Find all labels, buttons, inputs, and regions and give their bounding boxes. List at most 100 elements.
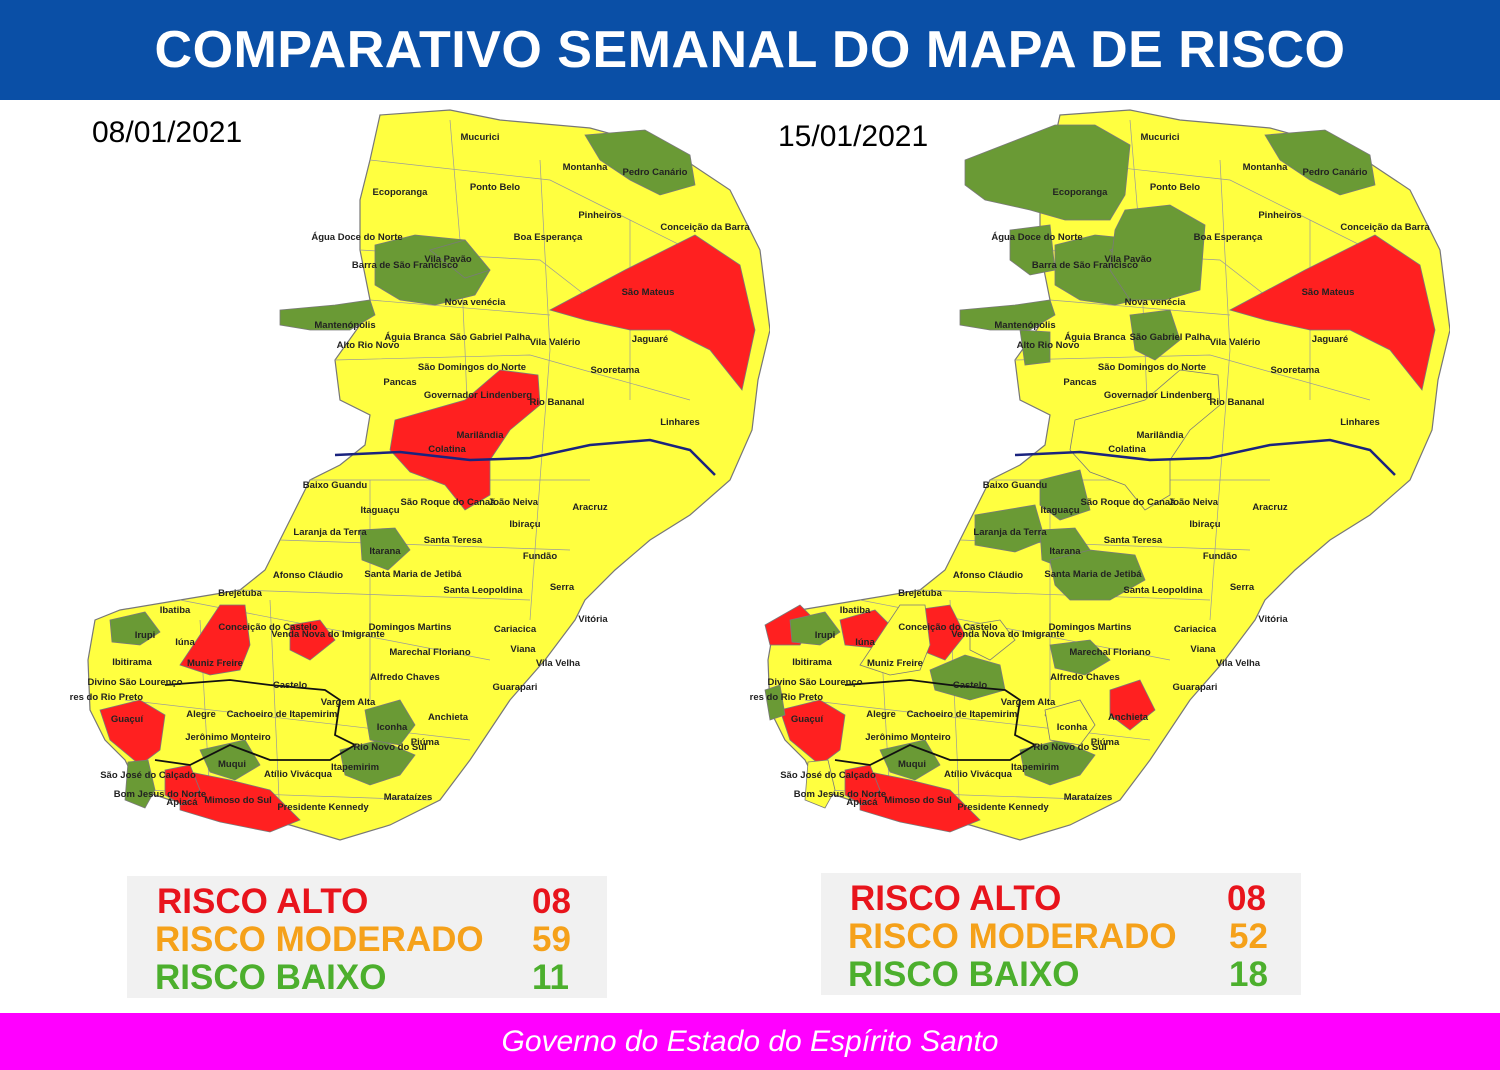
label-linhares-left: Linhares	[660, 417, 700, 428]
label-piuma-left: Piúma	[411, 737, 440, 748]
label-mimoso-right: Mimoso do Sul	[884, 795, 952, 806]
label-guacui-right: Guaçuí	[791, 714, 824, 725]
label-sao-mateus-right: São Mateus	[1302, 287, 1355, 298]
municipal-border-left-14	[269, 599, 281, 821]
title-banner: COMPARATIVO SEMANAL DO MAPA DE RISCO	[0, 0, 1500, 100]
municipal-border-left-5	[279, 539, 571, 551]
label-baixo-guandu-right: Baixo Guandu	[983, 480, 1048, 491]
label-sao-mateus-left: São Mateus	[622, 287, 675, 298]
label-agua-doce-left: Água Doce do Norte	[311, 232, 402, 243]
label-santa-maria-right: Santa Maria de Jetibá	[1044, 569, 1142, 580]
region-guacui-left	[99, 699, 166, 766]
label-montanha-right: Montanha	[1243, 162, 1289, 173]
label-presidente-kennedy-left: Presidente Kennedy	[277, 802, 369, 813]
label-conceicao-castelo-right: Conceição do Castelo	[898, 622, 997, 633]
region-laranja-terra-right	[974, 504, 1046, 553]
label-marilandia-right: Marilândia	[1137, 430, 1185, 441]
region-ecoporanga-right	[964, 124, 1131, 221]
region-muniz-freire-right	[859, 604, 931, 676]
label-vila-pavao-left: Vila Pavão	[424, 254, 472, 265]
label-laranja-terra-right: Laranja da Terra	[973, 527, 1047, 538]
label-mantenopolis-right: Mantenópolis	[994, 320, 1055, 331]
legend-left-moderado-label: RISCO MODERADO	[155, 920, 484, 959]
region-itaguacu-right	[1039, 469, 1091, 521]
label-cachoeiro-left: Cachoeiro de Itapemirim	[227, 709, 338, 720]
footer-text: Governo do Estado do Espírito Santo	[501, 1024, 999, 1058]
label-domingos-martins-right: Domingos Martins	[1049, 622, 1132, 633]
label-anchieta-right: Anchieta	[1108, 712, 1149, 723]
label-pedro-canario-right: Pedro Canário	[1303, 167, 1368, 178]
rio-doce-river-left	[334, 438, 716, 476]
region-itarana-left	[359, 527, 411, 571]
label-baixo-guandu-left: Baixo Guandu	[303, 480, 368, 491]
municipal-border-right-8	[804, 699, 1151, 741]
region-irupi-left	[109, 611, 161, 646]
label-sao-jose-calcado-right: São José do Calçado	[780, 770, 876, 781]
label-marataizes-right: Marataízes	[1064, 792, 1113, 803]
label-barra-sao-francisco-right: Barra de São Francisco	[1032, 260, 1138, 271]
risk-map-left: Mucurici Montanha Pedro Canário Ecoporanga P…	[70, 109, 770, 841]
label-alto-rio-novo-left: Alto Rio Novo	[337, 340, 400, 351]
label-bom-jesus-left: Bom Jesus do Norte	[114, 789, 206, 800]
label-guarapari-right: Guarapari	[1173, 682, 1218, 693]
region-nova-venecia-right	[1109, 204, 1206, 301]
label-guacui-left: Guaçuí	[111, 714, 144, 725]
label-itapemirim-right: Itapemirim	[1011, 762, 1059, 773]
label-irupi-left: Irupi	[135, 630, 156, 641]
region-alto-rio-novo-right	[1019, 329, 1051, 366]
region-agua-doce-right	[1009, 224, 1056, 276]
region-iconha-right	[1044, 699, 1096, 746]
label-iuna-right: Iúna	[855, 637, 875, 648]
label-dores-rio-preto-right: Dores do Rio Preto	[750, 692, 823, 703]
label-piuma-right: Piúma	[1091, 737, 1120, 748]
legend-right-baixo-label: RISCO BAIXO	[848, 955, 1080, 994]
label-ibatiba-right: Ibatiba	[840, 605, 871, 616]
label-iuna-left: Iúna	[175, 637, 195, 648]
label-divino-left: Divino São Lourenço	[87, 677, 182, 688]
label-colatina-right: Colatina	[1108, 444, 1146, 455]
label-ibitirama-left: Ibitirama	[112, 657, 152, 668]
label-alto-rio-novo-right: Alto Rio Novo	[1017, 340, 1080, 351]
label-rio-bananal-right: Rio Bananal	[1210, 397, 1265, 408]
label-muniz-freire-left: Muniz Freire	[187, 658, 243, 669]
region-sao-jose-calcado-right	[804, 759, 836, 809]
label-conceicao-castelo-left: Conceição do Castelo	[218, 622, 317, 633]
label-rio-bananal-left: Rio Bananal	[530, 397, 585, 408]
legend-left-baixo-value: 11	[532, 958, 569, 997]
label-apiaca-right: Apiacá	[846, 797, 878, 808]
label-ecoporanga-right: Ecoporanga	[1053, 187, 1109, 198]
label-divino-right: Divino São Lourenço	[767, 677, 862, 688]
legend-left-alto-value: 08	[532, 882, 571, 921]
label-sao-gabriel-right: São Gabriel Palha	[1130, 332, 1211, 343]
label-pancas-left: Pancas	[383, 377, 416, 388]
label-itarana-left: Itarana	[369, 546, 401, 557]
label-ibiracu-right: Ibiraçu	[1189, 519, 1220, 530]
region-mantenopolis-right	[959, 299, 1056, 331]
label-jaguare-right: Jaguaré	[1312, 334, 1348, 345]
label-iconha-left: Iconha	[377, 722, 408, 733]
label-linhares-right: Linhares	[1340, 417, 1380, 428]
rio-doce-river-right	[1014, 438, 1396, 476]
label-conceicao-barra-right: Conceição da Barra	[1340, 222, 1430, 233]
label-apiaca-left: Apiacá	[166, 797, 198, 808]
legend-right-alto-label: RISCO ALTO	[850, 879, 1062, 918]
label-governador-lindenberg-left: Governador Lindenberg	[424, 390, 532, 401]
label-alfredo-chaves-right: Alfredo Chaves	[1050, 672, 1120, 683]
region-venda-nova-left	[289, 619, 336, 661]
label-sao-domingos-right: São Domingos do Norte	[1098, 362, 1206, 373]
label-aguia-branca-left: Águia Branca	[384, 332, 446, 343]
label-nova-venecia-right: Nova venécia	[1125, 297, 1186, 308]
label-aguia-branca-right: Águia Branca	[1064, 332, 1126, 343]
label-muniz-freire-right: Muniz Freire	[867, 658, 923, 669]
date-right: 15/01/2021	[778, 120, 929, 153]
label-ponto-belo-left: Ponto Belo	[470, 182, 520, 193]
date-left: 08/01/2021	[92, 116, 243, 149]
legend-left: RISCO ALTO 08 RISCO MODERADO 59 RISCO BA…	[127, 876, 607, 998]
label-cachoeiro-right: Cachoeiro de Itapemirim	[907, 709, 1018, 720]
label-ibatiba-left: Ibatiba	[160, 605, 191, 616]
label-santa-leopoldina-left: Santa Leopoldina	[443, 585, 523, 596]
region-sao-jose-calcado-left	[124, 759, 156, 809]
label-nova-venecia-left: Nova venécia	[445, 297, 506, 308]
label-boa-esperanca-right: Boa Esperança	[1194, 232, 1263, 243]
risk-map-right: Mucurici Montanha Pedro Canário Ecoporanga P…	[750, 109, 1450, 841]
